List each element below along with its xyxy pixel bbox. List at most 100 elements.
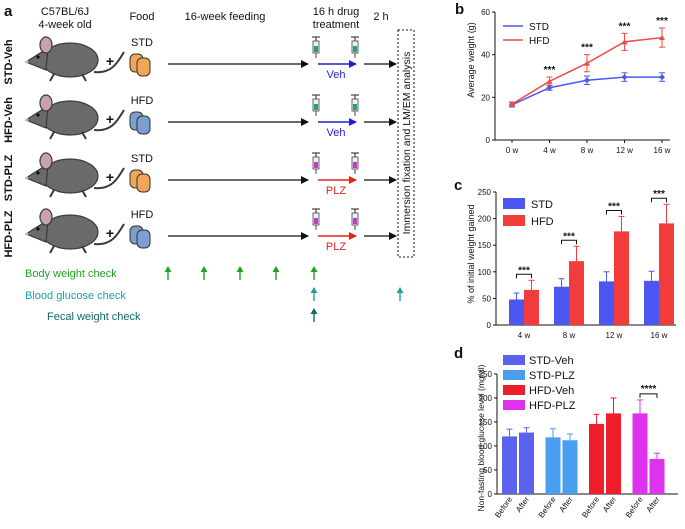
x-tick-label: 8 w (581, 146, 594, 155)
mouse-eye (36, 227, 40, 231)
age-label: 4-week old (38, 19, 91, 31)
panel-a: a C57BL/6J 4-week old Food 16-week feedi… (3, 3, 415, 323)
syringe-liquid (314, 218, 318, 224)
mouse-tail (93, 51, 125, 74)
data-point (621, 38, 628, 45)
legend-swatch (503, 370, 525, 380)
significance-bracket (516, 273, 532, 279)
data-point (546, 84, 553, 91)
group-label: STD-PLZ (3, 155, 15, 202)
legend-label-hfd: HFD (529, 36, 550, 47)
mouse-ear (39, 94, 53, 112)
food-header: Food (129, 11, 154, 23)
legend-swatch (503, 198, 525, 209)
panel-letter-a: a (4, 3, 13, 20)
bar-hfd-veh-after (606, 413, 621, 494)
group-label: HFD-PLZ (3, 210, 15, 257)
data-point (584, 60, 590, 66)
y-tick-label: 0 (487, 321, 492, 330)
y-tick-label: 150 (479, 418, 493, 427)
group-label: HFD-Veh (3, 97, 15, 143)
mouse-tail (93, 109, 125, 132)
interval-header: 2 h (373, 11, 388, 23)
group-rows: STD-Veh + STD Veh HFD-Veh + HFD Veh STD-PLZ + STD P… (3, 36, 397, 258)
data-point (546, 78, 553, 84)
legend-label-std: STD (529, 22, 549, 33)
legend-swatch (503, 385, 525, 395)
diet-label: STD (131, 37, 153, 49)
panel-letter-d: d (454, 345, 463, 362)
group-label: STD-Veh (3, 39, 15, 85)
syringe-liquid (314, 46, 318, 52)
x-tick-label-after: After (645, 495, 662, 514)
mouse-tail (93, 167, 125, 190)
significance-label: *** (608, 201, 620, 212)
x-tick-label: 8 w (563, 331, 576, 340)
y-tick-label: 150 (478, 241, 492, 250)
x-tick-label: 12 w (616, 146, 633, 155)
drug-header-line1: 16 h drug (313, 6, 359, 18)
mouse-nose (25, 60, 29, 64)
y-tick-label: 250 (478, 188, 492, 197)
mouse-leg (49, 131, 55, 140)
mouse-ear (39, 152, 53, 170)
strain-label: C57BL/6J (41, 6, 89, 18)
drug-label: Veh (327, 69, 346, 81)
syringe-liquid (353, 104, 357, 110)
significance-label: *** (563, 231, 575, 242)
significance-bracket (606, 209, 622, 215)
significance-bracket (639, 393, 658, 398)
blood-glucose-arrow-head (396, 287, 404, 293)
mouse-head (24, 218, 49, 243)
syringe-liquid (353, 46, 357, 52)
legend-label-std-veh: STD-Veh (529, 355, 574, 367)
legend-swatch (503, 355, 525, 365)
y-tick-label: 50 (483, 466, 492, 475)
legend-label-hfd-plz: HFD-PLZ (529, 400, 576, 412)
y-tick-label: 100 (479, 442, 493, 451)
data-point (584, 77, 590, 84)
analysis-box (397, 29, 415, 258)
significance-bracket (561, 239, 577, 245)
y-tick-label: 250 (479, 370, 493, 379)
drug-label: PLZ (326, 185, 346, 197)
group-row-std-plz: STD-PLZ + STD PLZ (3, 152, 397, 202)
chow-pellet (136, 57, 151, 77)
legend-label-std-plz: STD-PLZ (529, 370, 575, 382)
mouse-eye (36, 171, 40, 175)
plus-sign: + (106, 53, 114, 69)
y-tick-label: 20 (481, 93, 490, 102)
x-tick-label-before: Before (493, 495, 514, 520)
bar-std-plz-after (562, 440, 578, 494)
significance-label: *** (544, 65, 556, 76)
mouse-leg (81, 189, 87, 198)
legend-label-hfd: HFD (531, 216, 554, 228)
y-tick-label: 0 (486, 136, 491, 145)
x-tick-label-after: After (514, 495, 531, 514)
y-tick-label: 60 (481, 8, 490, 17)
panel-letter-b: b (455, 1, 464, 18)
y-tick-label: 0 (488, 490, 493, 499)
mouse-ear (39, 36, 53, 54)
panel-letter-c: c (454, 177, 462, 194)
mouse-nose (25, 118, 29, 122)
panel-d: d Non-fasting blood glucose level (mg/dl… (454, 345, 678, 519)
body-weight-arrow-head (272, 266, 280, 272)
body-weight-arrow-head (164, 266, 172, 272)
mouse-head (24, 162, 49, 187)
y-tick-label: 50 (482, 294, 491, 303)
data-point (659, 34, 665, 41)
x-tick-label-before: Before (624, 495, 645, 520)
body-weight-arrow-head (236, 266, 244, 272)
x-tick-label-after: After (558, 495, 575, 514)
legend-swatch (503, 215, 525, 226)
diet-label: HFD (131, 209, 154, 221)
mouse-ear (39, 208, 53, 226)
bar-hfd-veh-before (589, 423, 604, 494)
bar-hfd-plz-after (649, 458, 665, 494)
mouse-tail (93, 223, 125, 246)
chow-pellet (136, 173, 151, 193)
bar-hfd-plz-before (632, 413, 648, 494)
significance-label: *** (518, 265, 530, 276)
